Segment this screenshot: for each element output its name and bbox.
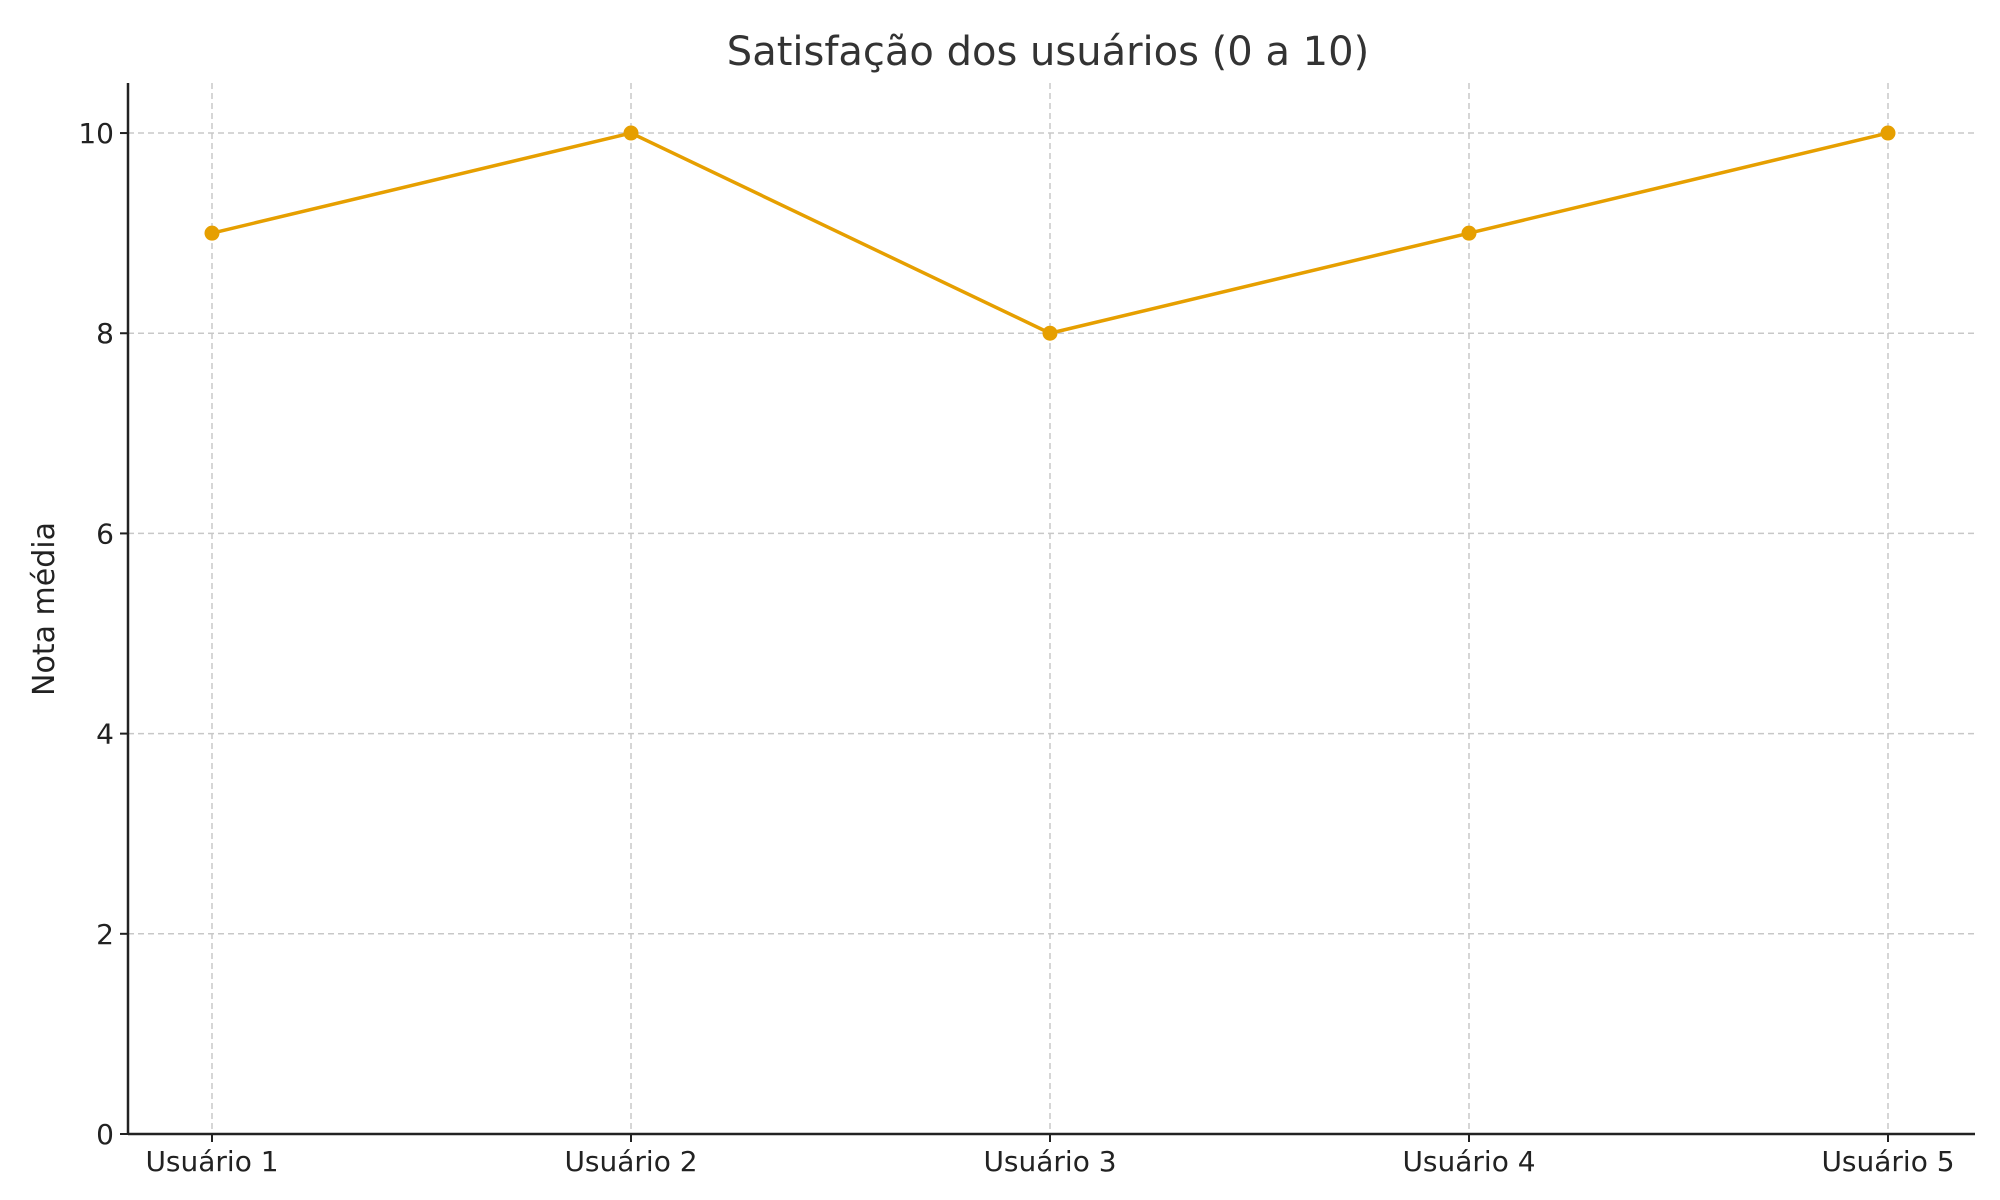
tick-labels: 0 2 4 6 8 10 Usuário 1 Usuário 2 Usuário 3 Usuári… — [78, 117, 1954, 1178]
y-tick-label: 2 — [96, 918, 114, 951]
data-point — [1042, 325, 1058, 341]
y-tick-label: 8 — [96, 317, 114, 350]
y-tick-label: 6 — [96, 517, 114, 550]
axes — [120, 83, 1975, 1142]
y-tick-label: 4 — [96, 718, 114, 751]
data-point — [204, 225, 220, 241]
y-axis-label: Nota média — [27, 522, 62, 696]
x-tick-label: Usuário 3 — [983, 1145, 1116, 1178]
x-tick-label: Usuário 5 — [1821, 1145, 1954, 1178]
data-point — [623, 125, 639, 141]
x-tick-label: Usuário 2 — [564, 1145, 697, 1178]
y-tick-label: 10 — [78, 117, 114, 150]
data-point — [1461, 225, 1477, 241]
grid-lines — [128, 83, 1975, 1134]
series-layer — [204, 125, 1896, 341]
y-tick-label: 0 — [96, 1118, 114, 1151]
chart-title: Satisfação dos usuários (0 a 10) — [727, 29, 1369, 75]
x-tick-label: Usuário 1 — [145, 1145, 278, 1178]
data-point — [1880, 125, 1896, 141]
x-tick-label: Usuário 4 — [1402, 1145, 1535, 1178]
